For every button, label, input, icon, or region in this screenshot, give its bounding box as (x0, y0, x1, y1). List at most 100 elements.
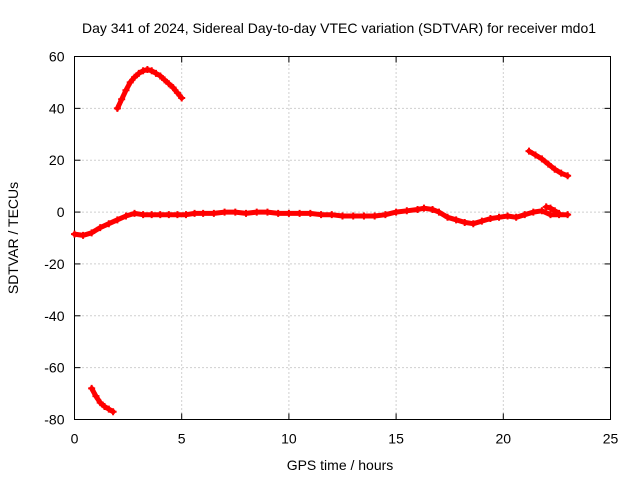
data-point (263, 208, 271, 216)
data-point (371, 212, 379, 220)
data-point (199, 209, 207, 217)
data-point (542, 203, 550, 211)
data-point (546, 211, 554, 219)
x-tick-label: 0 (71, 431, 79, 447)
data-point (139, 67, 147, 75)
y-tick-label: 40 (49, 100, 65, 116)
data-point (135, 69, 143, 77)
data-point (126, 78, 134, 86)
data-point (210, 209, 218, 217)
data-point (96, 224, 104, 232)
axis-ticks (74, 56, 611, 420)
data-point (504, 212, 512, 220)
data-point (551, 207, 559, 215)
y-tick-label: 60 (49, 49, 65, 65)
data-point (253, 208, 261, 216)
series-lower-left-segment (88, 384, 117, 416)
series-upper-right-segment (525, 147, 572, 180)
data-point (461, 218, 469, 226)
data-point (221, 208, 229, 216)
data-point (131, 209, 139, 217)
data-point (349, 212, 357, 220)
data-point (178, 94, 186, 102)
data-point (148, 211, 156, 219)
data-point (165, 211, 173, 219)
data-point (182, 211, 190, 219)
x-tick-label: 10 (281, 431, 297, 447)
data-point (512, 213, 520, 221)
x-tick-label: 5 (178, 431, 186, 447)
data-point (165, 80, 173, 88)
data-point (173, 89, 181, 97)
series-upper-left-arc (113, 65, 186, 112)
data-point (452, 216, 460, 224)
data-point (148, 67, 156, 75)
data-point (92, 392, 100, 400)
data-point (444, 213, 452, 221)
data-point (544, 160, 552, 168)
data-point (429, 205, 437, 213)
y-tick-labels: -80 -60 -40 -20 0 20 40 60 (44, 49, 64, 428)
data-point (403, 207, 411, 215)
data-point (420, 204, 428, 212)
data-point (486, 215, 494, 223)
data-point (71, 230, 78, 238)
data-point (101, 403, 109, 411)
data-point (564, 211, 572, 219)
y-axis-label: SDTVAR / TECUs (5, 182, 21, 294)
data-point (564, 172, 572, 180)
data-point (118, 95, 126, 103)
y-tick-label: -80 (44, 412, 64, 428)
data-point (109, 408, 117, 416)
plot-area-border (74, 56, 611, 420)
data-point (551, 165, 559, 173)
data-point (191, 209, 199, 217)
data-point (381, 211, 389, 219)
data-point (122, 212, 130, 220)
series-right-small-branch (542, 203, 563, 217)
data-point (339, 212, 346, 220)
series-main-trace (71, 204, 572, 239)
data-point (555, 209, 563, 217)
data-point (113, 104, 121, 112)
y-tick-label: -60 (44, 360, 64, 376)
y-tick-label: -20 (44, 256, 64, 272)
data-point (113, 216, 121, 224)
x-tick-label: 25 (603, 431, 619, 447)
data-point (169, 84, 177, 92)
data-point (495, 213, 503, 221)
data-point (531, 151, 539, 159)
data-point (525, 147, 533, 155)
data-point (296, 209, 304, 217)
x-tick-labels: 0 5 10 15 20 25 (71, 431, 619, 447)
data-point (173, 211, 181, 219)
data-point (231, 208, 239, 216)
grid-lines (74, 56, 611, 420)
data-point (156, 72, 164, 80)
data-point (152, 69, 160, 77)
x-tick-label: 20 (496, 431, 512, 447)
data-point (79, 231, 87, 239)
data-point (546, 204, 554, 212)
data-point (156, 211, 164, 219)
data-point (161, 76, 169, 84)
data-point (538, 155, 546, 163)
data-point (478, 217, 486, 225)
data-point (242, 209, 250, 217)
data-point (360, 212, 368, 220)
data-series (71, 65, 572, 416)
data-point (328, 211, 336, 219)
data-point (317, 211, 325, 219)
data-point (435, 208, 443, 216)
data-point (529, 208, 537, 216)
data-point (105, 220, 113, 228)
data-point (392, 208, 400, 216)
data-point (96, 399, 104, 407)
chart-title: Day 341 of 2024, Sidereal Day-to-day VTE… (82, 20, 596, 36)
data-point (306, 209, 314, 217)
data-point (274, 209, 282, 217)
data-point (557, 169, 565, 177)
data-point (538, 207, 546, 215)
data-point (285, 209, 293, 217)
